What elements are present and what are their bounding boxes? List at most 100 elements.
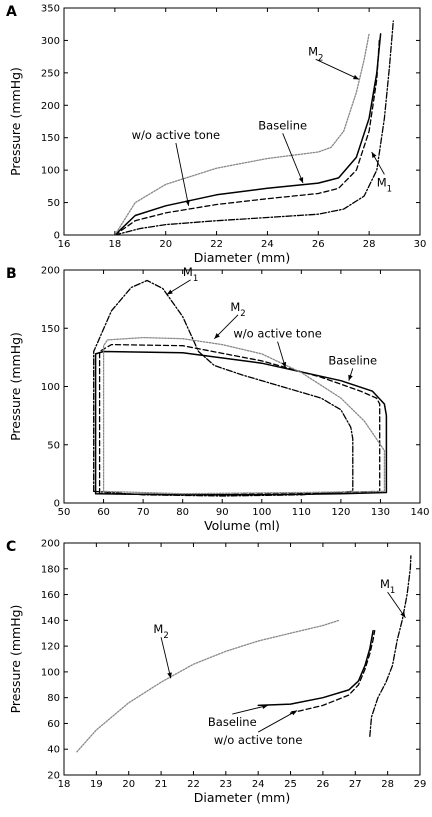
series-line-m2 xyxy=(102,336,386,495)
arrow-head-icon xyxy=(348,374,353,381)
y-axis-label: Pressure (mmHg) xyxy=(8,605,23,714)
panel-label: A xyxy=(6,4,17,20)
y-tick-label: 150 xyxy=(41,133,60,144)
annotation-arrow xyxy=(232,704,268,715)
annotation-arrow xyxy=(160,637,172,679)
chart-panel-B: B50 60 70 80 90 100 110 120 130 140050100150200Vo… xyxy=(6,265,430,533)
y-tick-label: 140 xyxy=(41,616,60,627)
x-tick-label: 26 xyxy=(317,779,330,790)
y-tick-label: 100 xyxy=(41,667,60,678)
annotation-w-o-active-tone: w/o active tone xyxy=(233,327,322,341)
series-line-w-o-active-tone xyxy=(289,629,376,714)
y-tick-label: 100 xyxy=(41,166,60,177)
series-line-m1 xyxy=(93,279,354,497)
x-axis-label: Volume (ml) xyxy=(204,518,280,533)
y-tick-label: 20 xyxy=(47,771,60,782)
x-tick-label: 100 xyxy=(252,507,271,518)
y-tick-label: 150 xyxy=(41,324,60,335)
y-tick-label: 120 xyxy=(41,642,60,653)
annotation-arrow xyxy=(282,133,304,184)
annotation-m2: M2 xyxy=(230,300,245,319)
annotation-baseline: Baseline xyxy=(208,715,257,729)
arrow-head-icon xyxy=(167,672,172,679)
x-tick-label: 21 xyxy=(155,779,168,790)
arrow-head-icon xyxy=(291,710,298,716)
arrow-head-icon xyxy=(298,177,304,184)
series-line-m2 xyxy=(114,33,370,235)
x-tick-label: 26 xyxy=(312,239,325,250)
y-tick-label: 50 xyxy=(47,198,60,209)
arrow-head-icon xyxy=(261,704,268,709)
x-tick-label: 20 xyxy=(159,239,172,250)
panel-label: C xyxy=(6,539,16,555)
x-tick-label: 18 xyxy=(108,239,121,250)
y-tick-label: 200 xyxy=(41,539,60,550)
annotation-arrow xyxy=(175,142,190,206)
y-axis-label: Pressure (mmHg) xyxy=(8,67,23,176)
y-tick-label: 350 xyxy=(41,4,60,15)
x-tick-label: 25 xyxy=(284,779,297,790)
y-axis-label: Pressure (mmHg) xyxy=(8,332,23,441)
x-tick-label: 50 xyxy=(58,507,71,518)
annotation-m1: M1 xyxy=(377,175,392,194)
y-tick-label: 80 xyxy=(47,693,60,704)
series-line-baseline xyxy=(257,629,374,707)
y-tick-label: 50 xyxy=(47,440,60,451)
y-tick-label: 40 xyxy=(47,745,60,756)
annotation-w-o-active-tone: w/o active tone xyxy=(132,128,221,142)
y-tick-label: 0 xyxy=(54,499,60,510)
y-tick-label: 60 xyxy=(47,719,60,730)
x-tick-label: 130 xyxy=(371,507,390,518)
x-axis-label: Diameter (mm) xyxy=(194,250,290,265)
x-tick-label: 24 xyxy=(261,239,274,250)
annotation-w-o-active-tone: w/o active tone xyxy=(214,733,303,747)
plot-frame xyxy=(63,7,421,236)
x-tick-label: 27 xyxy=(349,779,362,790)
panel-label: B xyxy=(6,266,17,282)
x-tick-label: 90 xyxy=(216,507,229,518)
chart-panel-A: A16 18 20 22 24 26 28 30050100150200250300350Di… xyxy=(6,4,426,266)
series-line-baseline xyxy=(94,350,388,496)
series-line-m2 xyxy=(76,619,340,753)
annotation-baseline: Baseline xyxy=(328,353,377,367)
x-tick-label: 30 xyxy=(414,239,427,250)
x-tick-label: 18 xyxy=(58,779,71,790)
annotation-arrow xyxy=(315,58,360,80)
chart-panel-C: C 18 19 20 21 22 23 24 25 26 27 28 29 20 40 60 80 100 120 1… xyxy=(6,539,426,806)
x-tick-label: 20 xyxy=(122,779,135,790)
x-tick-label: 29 xyxy=(414,779,427,790)
y-tick-label: 300 xyxy=(41,36,60,47)
x-tick-label: 22 xyxy=(210,239,223,250)
x-tick-label: 23 xyxy=(219,779,232,790)
annotation-baseline: Baseline xyxy=(258,118,307,132)
y-tick-label: 100 xyxy=(41,382,60,393)
y-tick-label: 160 xyxy=(41,590,60,601)
x-tick-label: 24 xyxy=(252,779,265,790)
arrow-head-icon xyxy=(371,151,377,158)
arrow-head-icon xyxy=(185,199,190,206)
annotation-m1: M1 xyxy=(380,577,395,596)
x-tick-label: 60 xyxy=(97,507,110,518)
plot-frame xyxy=(63,542,421,776)
y-tick-label: 200 xyxy=(41,266,60,277)
x-tick-label: 140 xyxy=(410,507,429,518)
annotation-m2: M2 xyxy=(308,44,323,63)
arrow-head-icon xyxy=(166,289,173,295)
x-axis-label: Diameter (mm) xyxy=(194,790,290,805)
x-tick-label: 19 xyxy=(90,779,103,790)
x-tick-label: 16 xyxy=(58,239,71,250)
annotation-m1: M1 xyxy=(183,265,198,284)
x-tick-label: 110 xyxy=(292,507,311,518)
series-line-m1 xyxy=(369,555,412,737)
x-tick-label: 120 xyxy=(331,507,350,518)
y-tick-label: 180 xyxy=(41,564,60,575)
x-tick-label: 80 xyxy=(176,507,189,518)
annotation-arrow xyxy=(257,710,298,733)
x-tick-label: 22 xyxy=(187,779,200,790)
series-line-baseline xyxy=(114,33,382,235)
y-tick-label: 0 xyxy=(54,231,60,242)
arrow-head-icon xyxy=(400,611,406,618)
series-line-w-o-active-tone xyxy=(98,343,381,496)
arrow-head-icon xyxy=(281,361,287,368)
